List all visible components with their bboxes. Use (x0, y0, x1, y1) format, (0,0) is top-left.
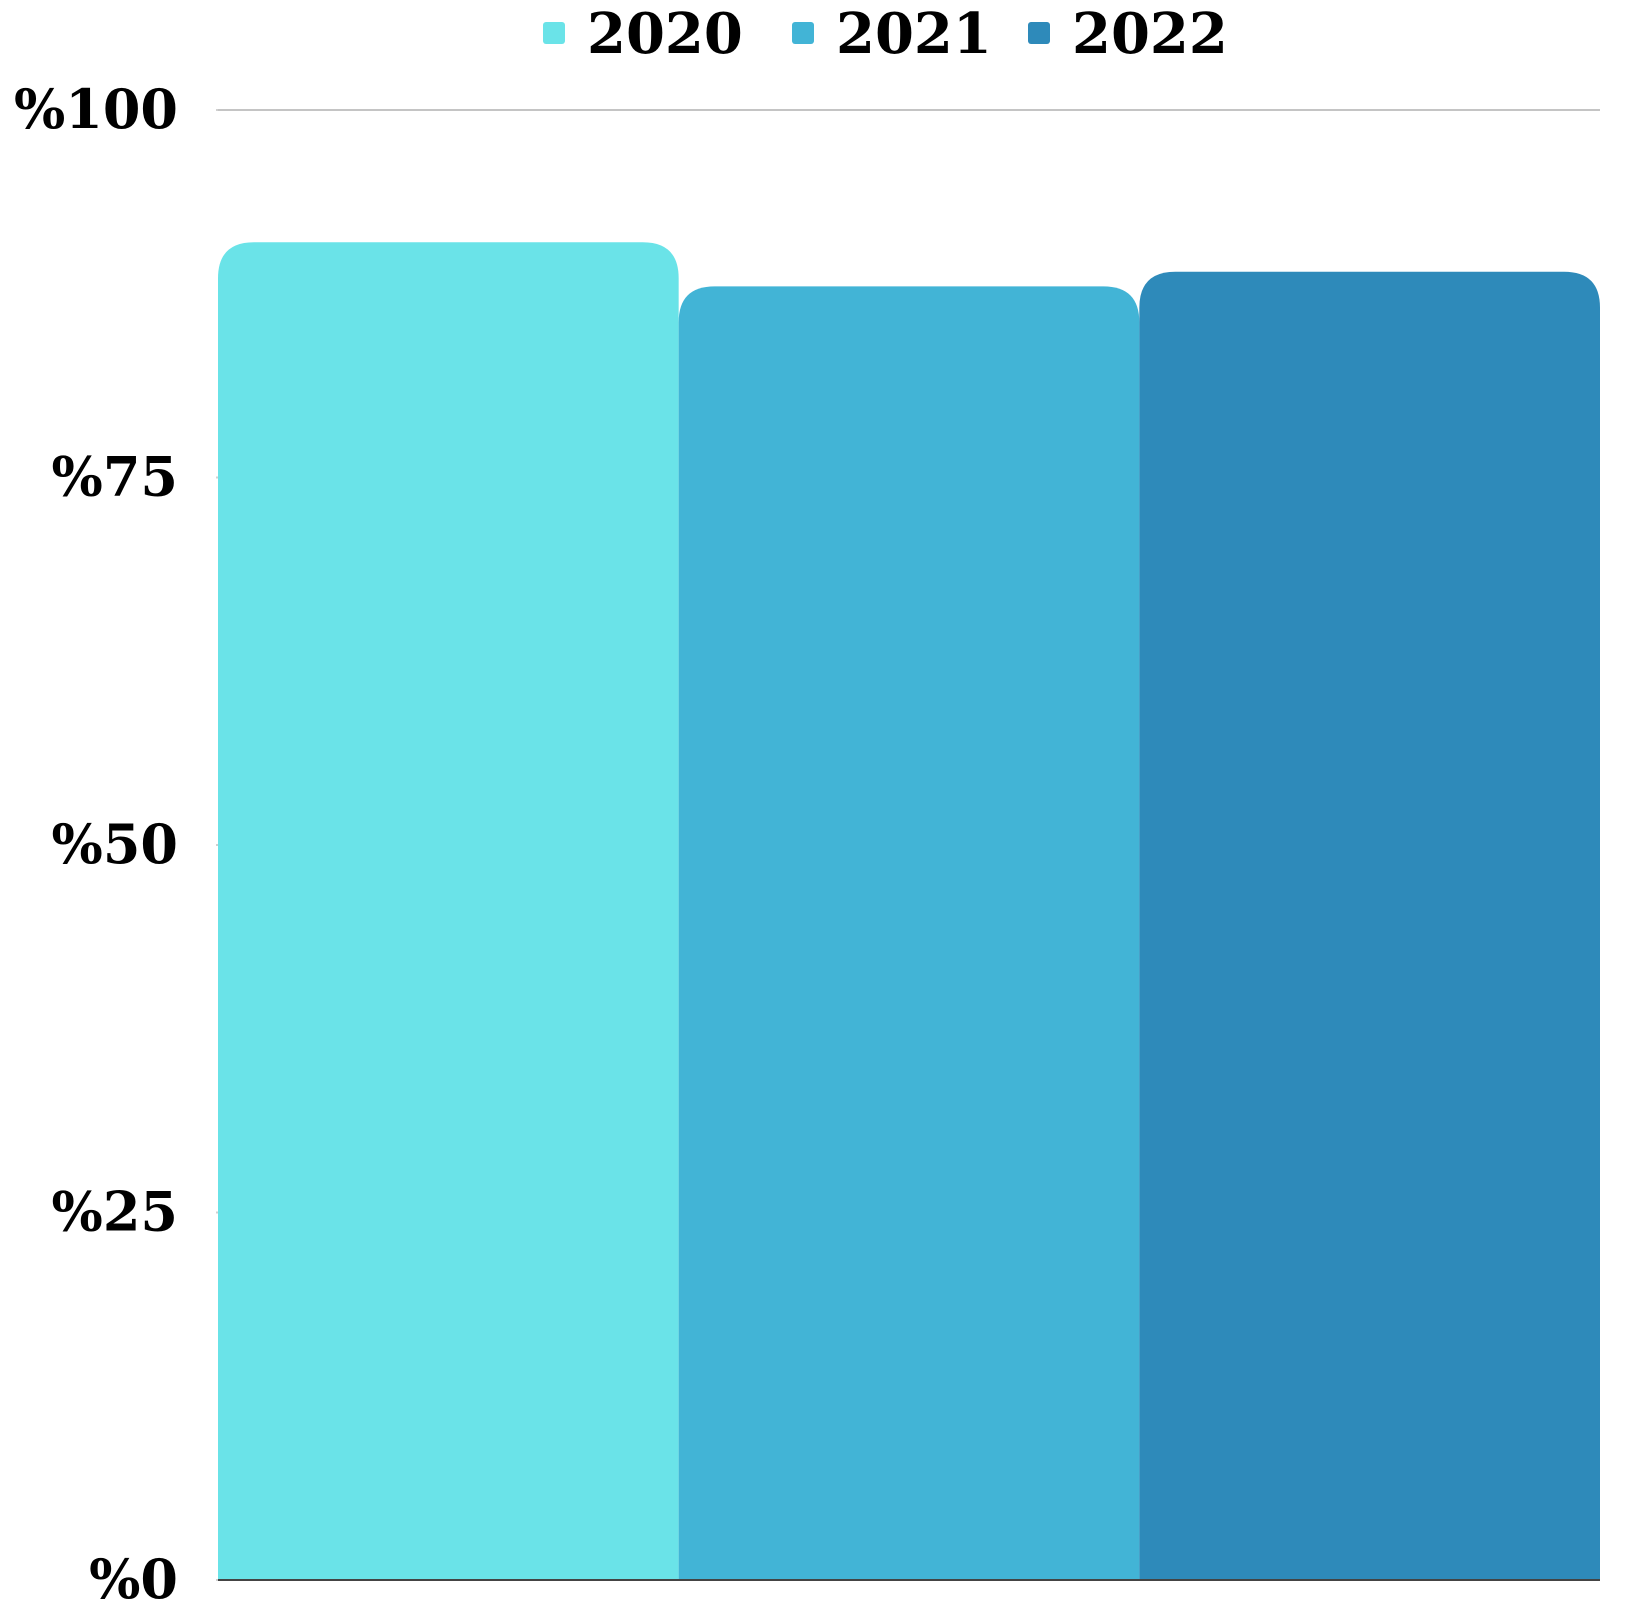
y-tick-label: %25 (52, 1180, 178, 1244)
legend-label-2021: 2021 (836, 1, 992, 67)
bar-2022 (1139, 271, 1600, 1581)
legend-swatch-2020 (543, 22, 565, 44)
y-tick-label: %75 (52, 445, 178, 509)
bar-2020 (218, 242, 679, 1580)
y-axis-ticks: %0 %25 %50 %75 %100 (14, 77, 218, 1603)
y-tick-label: %50 (52, 812, 178, 876)
legend-swatch-2022 (1028, 22, 1050, 44)
y-tick-label: %100 (14, 77, 178, 141)
y-tick-label: %0 (89, 1547, 178, 1603)
legend-label-2020: 2020 (587, 1, 743, 67)
legend-label-2022: 2022 (1072, 1, 1228, 67)
bar-2021 (678, 286, 1140, 1580)
legend-swatch-2021 (792, 22, 814, 44)
bars (218, 242, 1600, 1581)
legend: 2020 2021 2022 (543, 1, 1228, 67)
